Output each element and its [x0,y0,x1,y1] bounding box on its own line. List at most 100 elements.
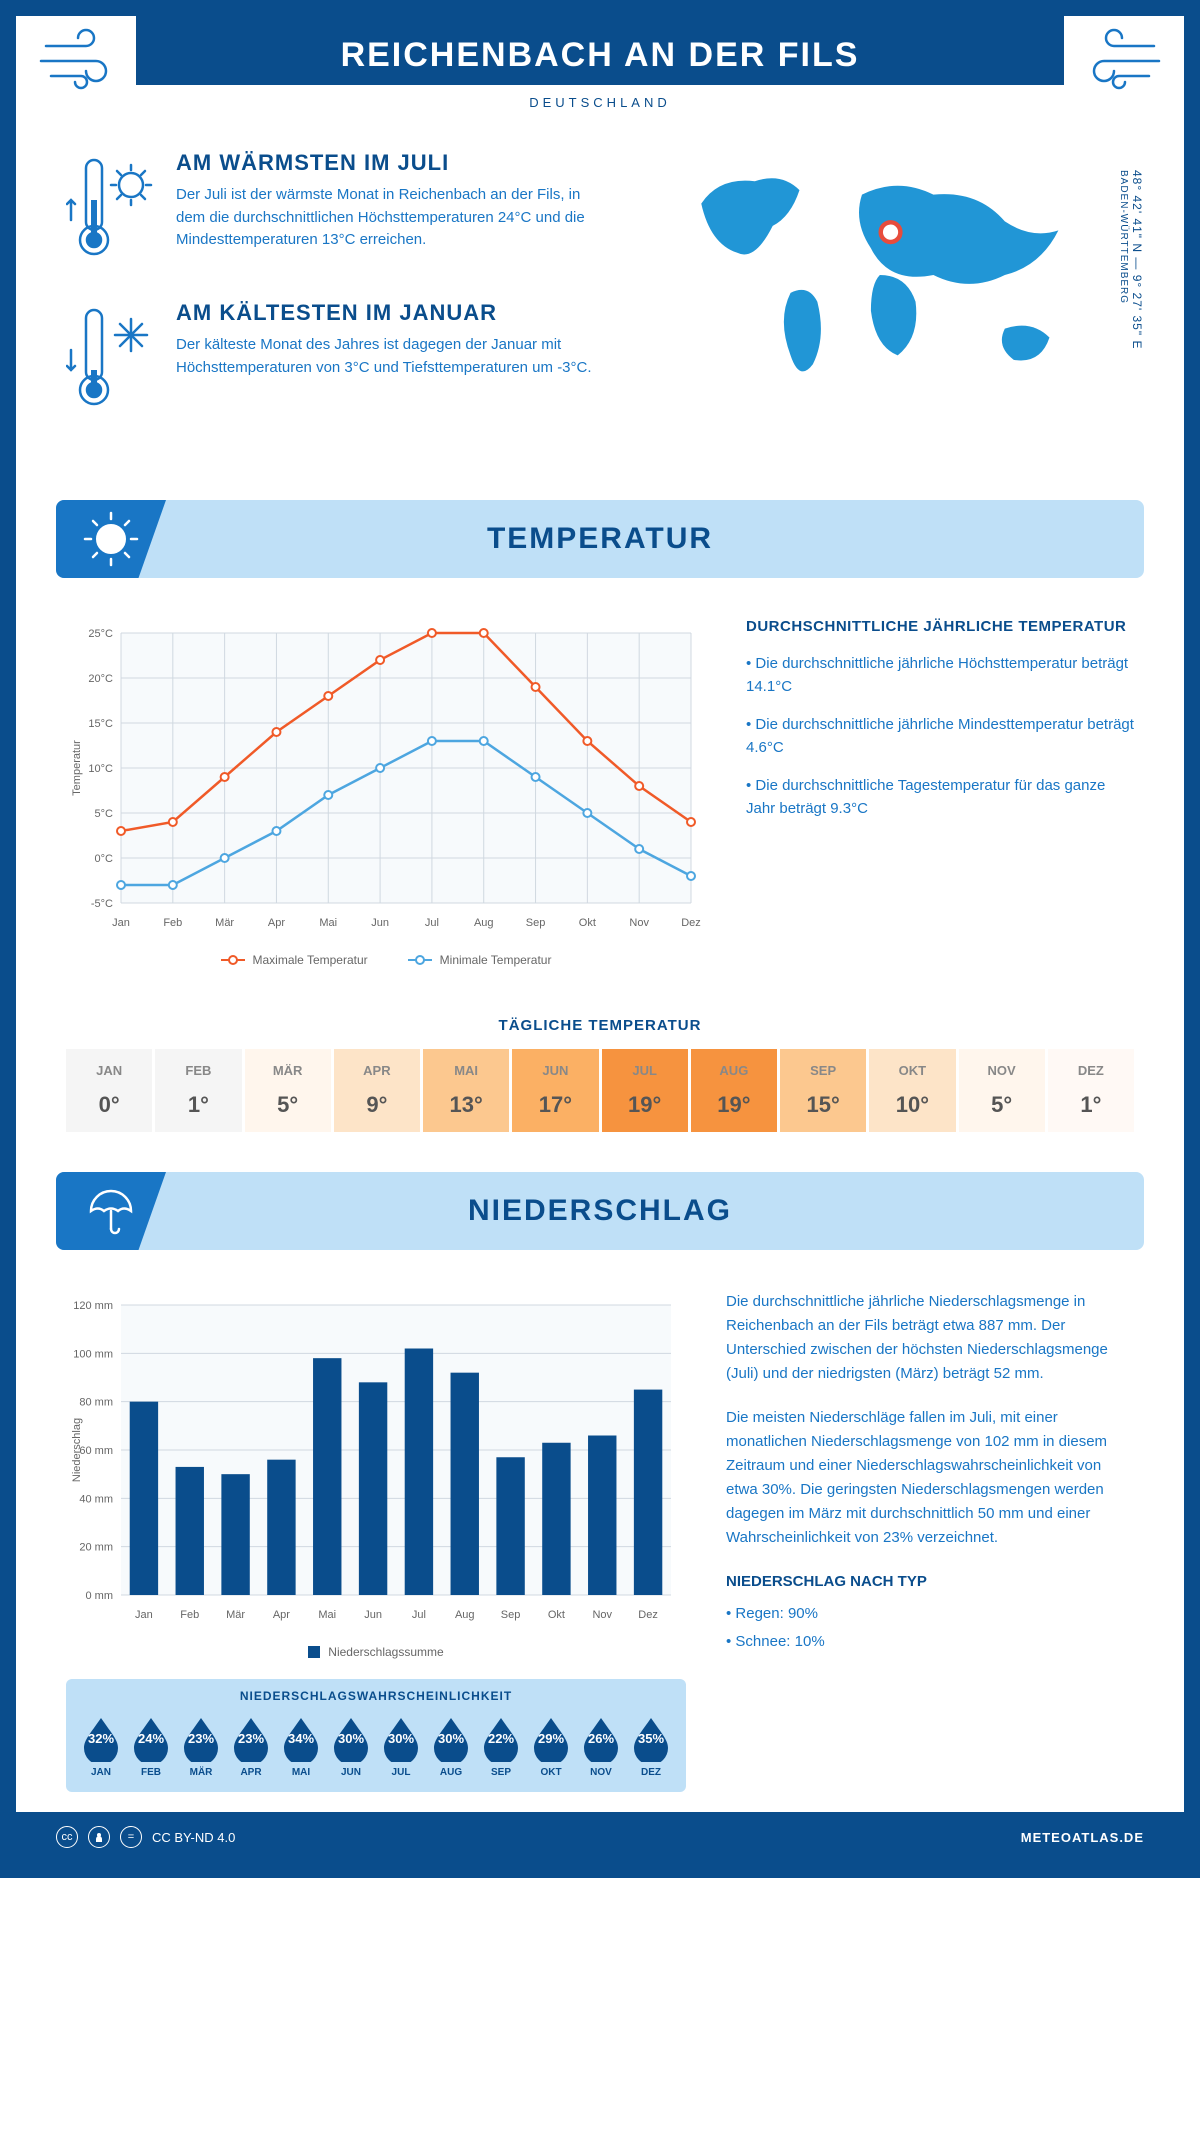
svg-text:0°C: 0°C [95,853,114,865]
daily-temp-cell: APR9° [334,1049,423,1132]
prob-cell: 23% APR [226,1713,276,1778]
temperature-header: TEMPERATUR [56,500,1144,578]
svg-text:0 mm: 0 mm [86,1590,114,1602]
coldest-text: Der kälteste Monat des Jahres ist dagege… [176,334,604,379]
daily-temp-table: JAN0°FEB1°MÄR5°APR9°MAI13°JUN17°JUL19°AU… [66,1049,1134,1132]
temp-section-title: TEMPERATUR [56,522,1144,556]
warmest-text: Der Juli ist der wärmste Monat in Reiche… [176,184,604,252]
svg-text:Dez: Dez [638,1609,658,1621]
prob-cell: 30% AUG [426,1713,476,1778]
precipitation-bar-chart: 0 mm20 mm40 mm60 mm80 mm100 mm120 mmJanF… [66,1290,686,1630]
daily-temp-cell: JAN0° [66,1049,155,1132]
svg-text:Jul: Jul [425,917,439,929]
svg-text:-5°C: -5°C [91,898,113,910]
svg-text:60 mm: 60 mm [79,1445,113,1457]
svg-text:Sep: Sep [501,1609,521,1621]
precip-type-bullet: • Regen: 90% [726,1602,1134,1626]
svg-text:Mär: Mär [215,917,234,929]
prob-cell: 34% MAI [276,1713,326,1778]
thermometer-hot-icon [66,150,156,270]
svg-text:80 mm: 80 mm [79,1397,113,1409]
prob-cell: 23% MÄR [176,1713,226,1778]
prob-cell: 30% JUL [376,1713,426,1778]
world-map [644,150,1134,400]
svg-text:Apr: Apr [268,917,285,929]
svg-text:120 mm: 120 mm [73,1300,113,1312]
coordinates: 48° 42' 41" N — 9° 27' 35" E BADEN-WÜRTT… [1116,170,1144,349]
svg-text:Mai: Mai [318,1609,336,1621]
svg-text:Dez: Dez [681,917,701,929]
temp-info-title: DURCHSCHNITTLICHE JÄHRLICHE TEMPERATUR [746,618,1134,635]
prob-cell: 22% SEP [476,1713,526,1778]
daily-temp-cell: SEP15° [780,1049,869,1132]
warmest-fact: AM WÄRMSTEN IM JULI Der Juli ist der wär… [66,150,604,270]
intro-section: AM WÄRMSTEN IM JULI Der Juli ist der wär… [16,140,1184,480]
svg-text:Jan: Jan [112,917,130,929]
precip-legend: Niederschlagssumme [66,1645,686,1659]
license-text: CC BY-ND 4.0 [152,1830,235,1845]
svg-text:Sep: Sep [526,917,546,929]
footer: cc = CC BY-ND 4.0 METEOATLAS.DE [16,1812,1184,1862]
prob-cell: 26% NOV [576,1713,626,1778]
temp-legend: Maximale Temperatur Minimale Temperatur [66,953,706,967]
precip-text-2: Die meisten Niederschläge fallen im Juli… [726,1406,1134,1550]
daily-temp-cell: DEZ1° [1048,1049,1134,1132]
svg-text:Mai: Mai [319,917,337,929]
temp-bullet: • Die durchschnittliche jährliche Höchst… [746,653,1134,698]
svg-text:40 mm: 40 mm [79,1493,113,1505]
daily-temp-cell: FEB1° [155,1049,244,1132]
sun-icon [81,509,141,569]
svg-text:Apr: Apr [273,1609,290,1621]
page-title: REICHENBACH AN DER FILS [136,36,1064,75]
svg-text:25°C: 25°C [88,628,113,640]
infographic-frame: REICHENBACH AN DER FILS DEUTSCHLAND [0,0,1200,1878]
daily-temp-cell: JUN17° [512,1049,601,1132]
precip-type-bullets: • Regen: 90%• Schnee: 10% [726,1602,1134,1654]
svg-text:Jan: Jan [135,1609,153,1621]
title-banner: REICHENBACH AN DER FILS [136,16,1064,85]
svg-text:Jul: Jul [412,1609,426,1621]
site-name: METEOATLAS.DE [1021,1830,1144,1845]
country-label: DEUTSCHLAND [16,85,1184,140]
daily-temp-cell: MÄR5° [245,1049,334,1132]
daily-temp-cell: NOV5° [959,1049,1048,1132]
prob-cell: 24% FEB [126,1713,176,1778]
prob-cell: 29% OKT [526,1713,576,1778]
by-icon [88,1826,110,1848]
svg-text:Aug: Aug [474,917,494,929]
svg-text:Okt: Okt [579,917,596,929]
svg-text:Feb: Feb [163,917,182,929]
cc-icon: cc [56,1826,78,1848]
svg-text:Mär: Mär [226,1609,245,1621]
svg-text:10°C: 10°C [88,763,113,775]
daily-temp-cell: JUL19° [602,1049,691,1132]
svg-text:Okt: Okt [548,1609,565,1621]
prob-cell: 35% DEZ [626,1713,676,1778]
svg-text:Jun: Jun [364,1609,382,1621]
coldest-fact: AM KÄLTESTEN IM JANUAR Der kälteste Mona… [66,300,604,420]
precip-type-title: NIEDERSCHLAG NACH TYP [726,1570,1134,1594]
svg-text:Aug: Aug [455,1609,475,1621]
svg-text:20 mm: 20 mm [79,1542,113,1554]
prob-title: NIEDERSCHLAGSWAHRSCHEINLICHKEIT [76,1689,676,1703]
svg-text:Feb: Feb [180,1609,199,1621]
wind-icon-left [36,21,136,101]
svg-text:Niederschlag: Niederschlag [71,1418,83,1482]
temp-bullet: • Die durchschnittliche Tagestemperatur … [746,775,1134,820]
temp-bullets: • Die durchschnittliche jährliche Höchst… [746,653,1134,820]
temperature-line-chart: -5°C0°C5°C10°C15°C20°C25°CJanFebMärAprMa… [66,618,706,938]
header-row: REICHENBACH AN DER FILS DEUTSCHLAND [16,16,1184,140]
coldest-title: AM KÄLTESTEN IM JANUAR [176,300,604,326]
svg-text:Temperatur: Temperatur [71,740,83,796]
umbrella-icon [81,1181,141,1241]
temp-bullet: • Die durchschnittliche jährliche Mindes… [746,714,1134,759]
prob-cell: 30% JUN [326,1713,376,1778]
svg-text:15°C: 15°C [88,718,113,730]
precipitation-header: NIEDERSCHLAG [56,1172,1144,1250]
thermometer-cold-icon [66,300,156,420]
nd-icon: = [120,1826,142,1848]
svg-text:Nov: Nov [629,917,649,929]
svg-text:20°C: 20°C [88,673,113,685]
prob-cell: 32% JAN [76,1713,126,1778]
svg-text:Jun: Jun [371,917,389,929]
